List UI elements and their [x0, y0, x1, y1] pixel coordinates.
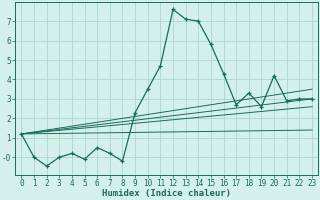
- X-axis label: Humidex (Indice chaleur): Humidex (Indice chaleur): [102, 189, 231, 198]
